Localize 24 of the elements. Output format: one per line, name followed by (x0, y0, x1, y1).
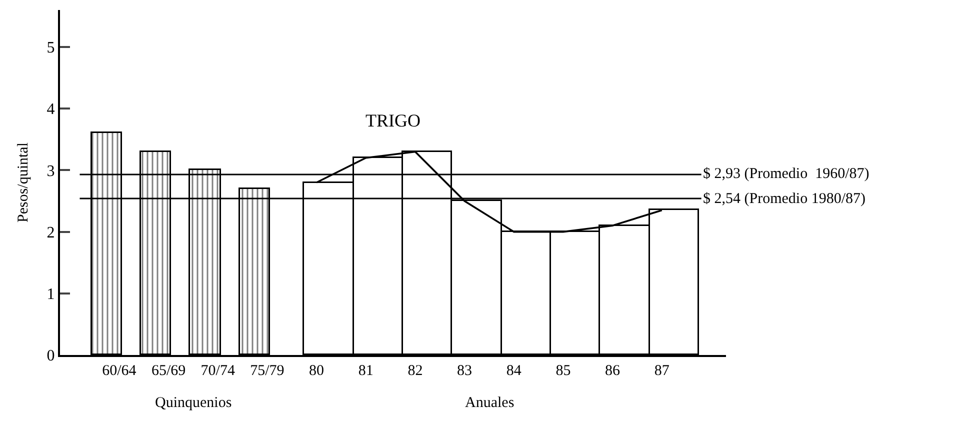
x-tick-label: 81 (358, 363, 374, 379)
text: Anuales (465, 395, 514, 411)
text: Quinquenios (155, 395, 232, 411)
x-tick-label: 87 (654, 363, 670, 379)
x-tick-label: 83 (457, 363, 472, 379)
x-tick-label: 75/79 (250, 363, 284, 379)
x-tick-label: 86 (605, 363, 621, 379)
y-tick-label: 5 (46, 40, 55, 57)
y-tick-label: 2 (46, 224, 55, 242)
y-tick-label: 1 (46, 286, 55, 303)
x-tick-label: 60/64 (102, 363, 137, 379)
text: TRIGO (366, 110, 420, 131)
ref-line-label: $ 2,54 (Promedio 1980/87) (703, 191, 866, 207)
y-axis-title: Pesos/quintal (16, 142, 32, 223)
x-tick-label: 70/74 (200, 363, 236, 379)
x-tick-label: 80 (309, 363, 324, 379)
x-tick-label: 82 (408, 363, 423, 379)
x-tick-label: 85 (556, 363, 571, 379)
y-tick-label: 0 (46, 348, 55, 365)
ref-line-label: $ 2,93 (Promedio 1960/87) (703, 166, 870, 182)
y-tick-label: 4 (46, 101, 55, 118)
x-tick-label: 65/69 (151, 363, 186, 379)
x-tick-label: 84 (506, 363, 522, 379)
y-tick-label: 3 (46, 162, 55, 180)
